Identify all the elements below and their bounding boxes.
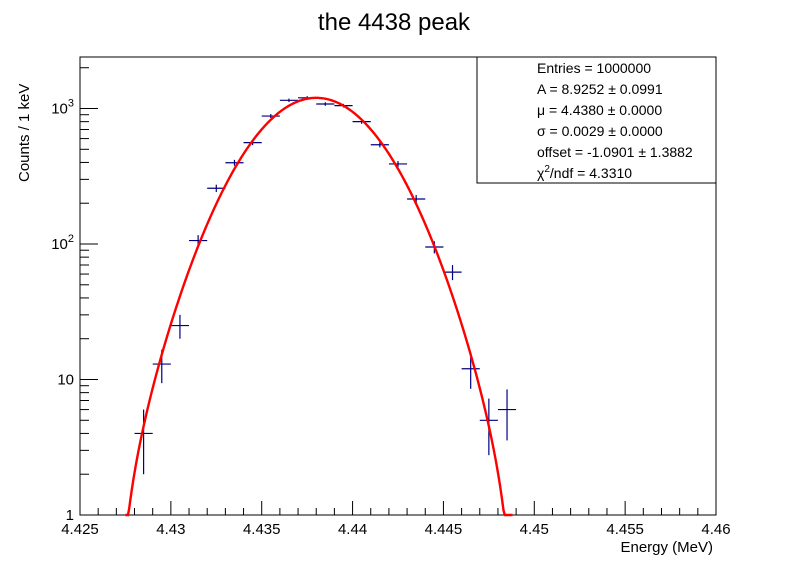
chart-title: the 4438 peak bbox=[318, 9, 471, 36]
x-tick-label: 4.425 bbox=[61, 521, 99, 538]
y-tick-label-exp: 3 bbox=[68, 98, 74, 110]
data-point bbox=[225, 159, 244, 166]
stats-amplitude: A = 8.9252 ± 0.0991 bbox=[537, 81, 663, 97]
x-tick-label: 4.44 bbox=[338, 521, 367, 538]
y-tick-label: 103 bbox=[51, 98, 74, 118]
data-point bbox=[207, 184, 226, 193]
y-tick-label-exp: 2 bbox=[68, 233, 74, 245]
data-point bbox=[388, 161, 408, 167]
plot-frame bbox=[79, 56, 717, 516]
fit-curve bbox=[125, 96, 513, 517]
x-tick-label: 4.43 bbox=[156, 521, 185, 538]
data-point bbox=[279, 98, 299, 103]
x-tick-label: 4.46 bbox=[701, 521, 730, 538]
stats-box: Entries = 1000000 A = 8.9252 ± 0.0991 μ … bbox=[476, 56, 717, 184]
data-point bbox=[370, 142, 389, 148]
stats-chi2: χ2/ndf = 4.3310 bbox=[537, 164, 632, 181]
x-tick-label: 4.45 bbox=[520, 521, 549, 538]
data-points bbox=[134, 96, 517, 475]
x-tick-label: 4.435 bbox=[243, 521, 281, 538]
data-point bbox=[170, 314, 190, 339]
data-point bbox=[461, 353, 480, 389]
y-tick-label-base: 1 bbox=[66, 507, 74, 524]
x-axis: 4.425 4.43 4.435 4.44 4.445 4.45 4.455 4.46 bbox=[61, 501, 731, 538]
y-tick-label: 1 bbox=[66, 507, 74, 524]
data-point bbox=[443, 265, 462, 281]
x-tick-label: 4.455 bbox=[606, 521, 644, 538]
stats-chi2-rest: /ndf = 4.3310 bbox=[550, 165, 632, 181]
stats-box-frame bbox=[476, 56, 717, 184]
stats-offset: offset = -1.0901 ± 1.3882 bbox=[537, 144, 693, 160]
x-tick-label: 4.445 bbox=[425, 521, 463, 538]
data-point bbox=[134, 409, 153, 475]
stats-mean: μ = 4.4380 ± 0.0000 bbox=[537, 102, 662, 118]
stats-entries: Entries = 1000000 bbox=[537, 60, 651, 76]
data-point bbox=[497, 389, 517, 441]
x-axis-label: Energy (MeV) bbox=[620, 539, 713, 556]
stats-chi2-exp: 2 bbox=[544, 164, 550, 175]
y-tick-label-base: 10 bbox=[57, 372, 74, 389]
y-tick-label: 10 bbox=[57, 372, 74, 389]
y-tick-label: 102 bbox=[51, 233, 74, 253]
stats-chi2-base: χ bbox=[537, 165, 545, 181]
y-tick-label-base: 10 bbox=[51, 236, 68, 253]
y-tick-label-base: 10 bbox=[51, 101, 68, 118]
y-axis-label: Counts / 1 keV bbox=[16, 84, 33, 182]
data-point bbox=[316, 102, 335, 106]
data-point bbox=[261, 114, 280, 119]
stats-sigma: σ = 0.0029 ± 0.0000 bbox=[537, 123, 663, 139]
